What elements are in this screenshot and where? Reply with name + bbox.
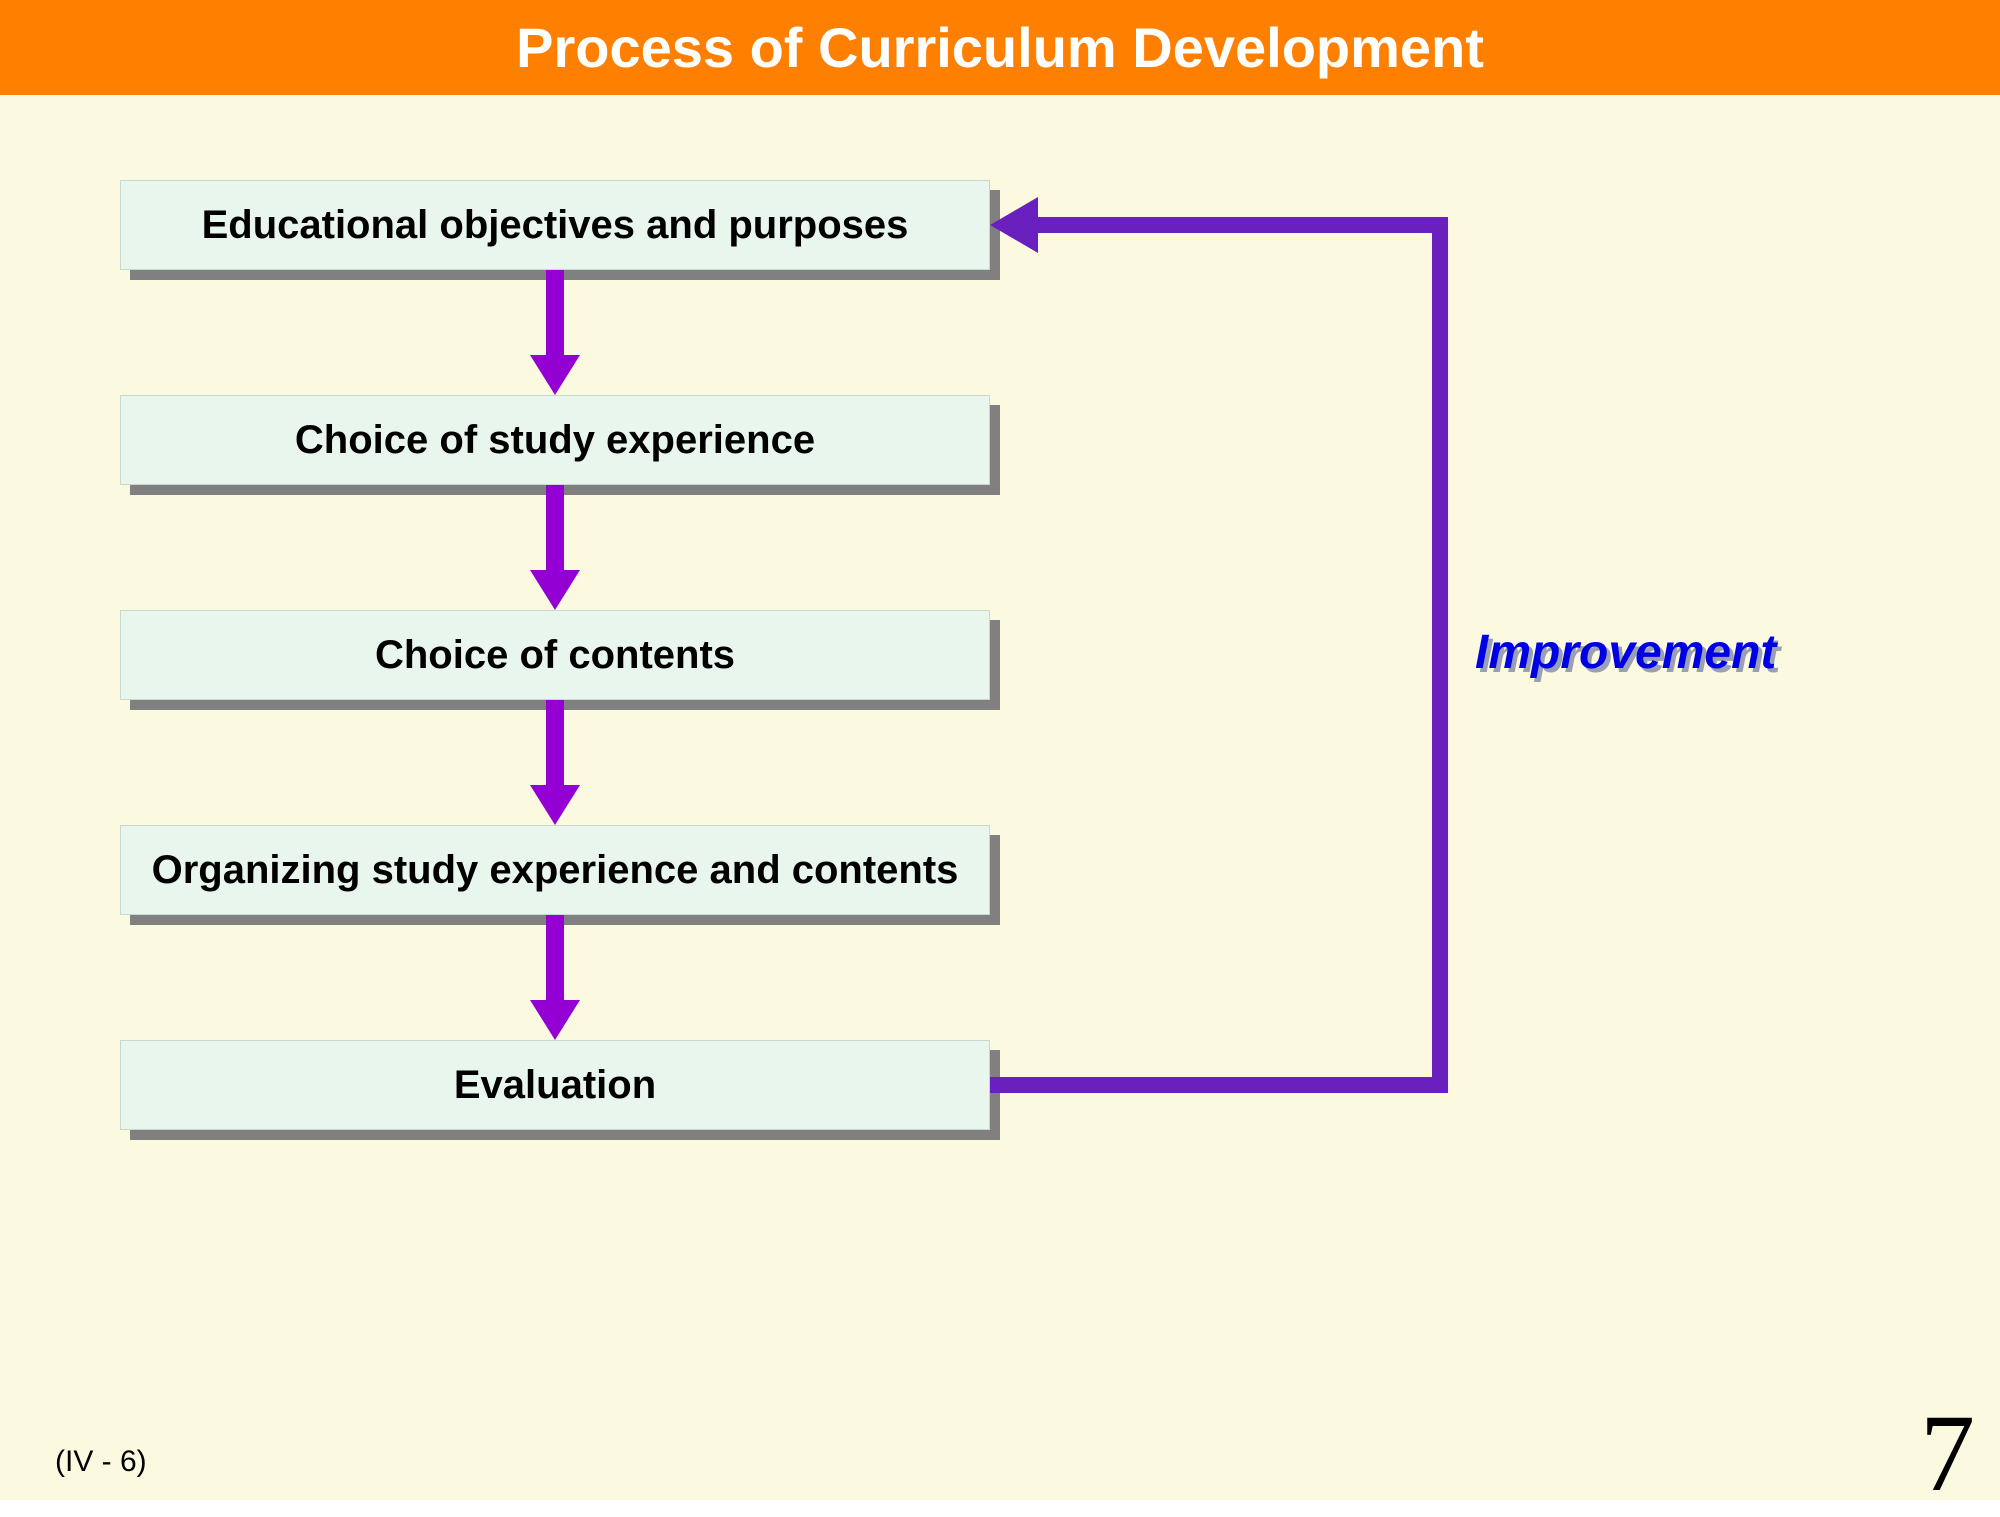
flow-box-4-label: Organizing study experience and contents: [152, 848, 959, 893]
flow-box-4: Organizing study experience and contents: [120, 825, 990, 915]
flow-box-3: Choice of contents: [120, 610, 990, 700]
flow-box-2: Choice of study experience: [120, 395, 990, 485]
flow-box-1-label: Educational objectives and purposes: [202, 203, 909, 248]
flow-box-5-label: Evaluation: [454, 1063, 656, 1108]
title-text: Process of Curriculum Development: [516, 15, 1484, 80]
page-number: 7: [1920, 1390, 1975, 1517]
footer-left: (IV - 6): [55, 1445, 147, 1479]
flow-box-5: Evaluation: [120, 1040, 990, 1130]
flow-box-3-label: Choice of contents: [375, 633, 735, 678]
improvement-label: Improvement: [1475, 625, 1776, 680]
flow-box-2-label: Choice of study experience: [295, 418, 815, 463]
flow-box-1: Educational objectives and purposes: [120, 180, 990, 270]
title-bar: Process of Curriculum Development: [0, 0, 2000, 95]
